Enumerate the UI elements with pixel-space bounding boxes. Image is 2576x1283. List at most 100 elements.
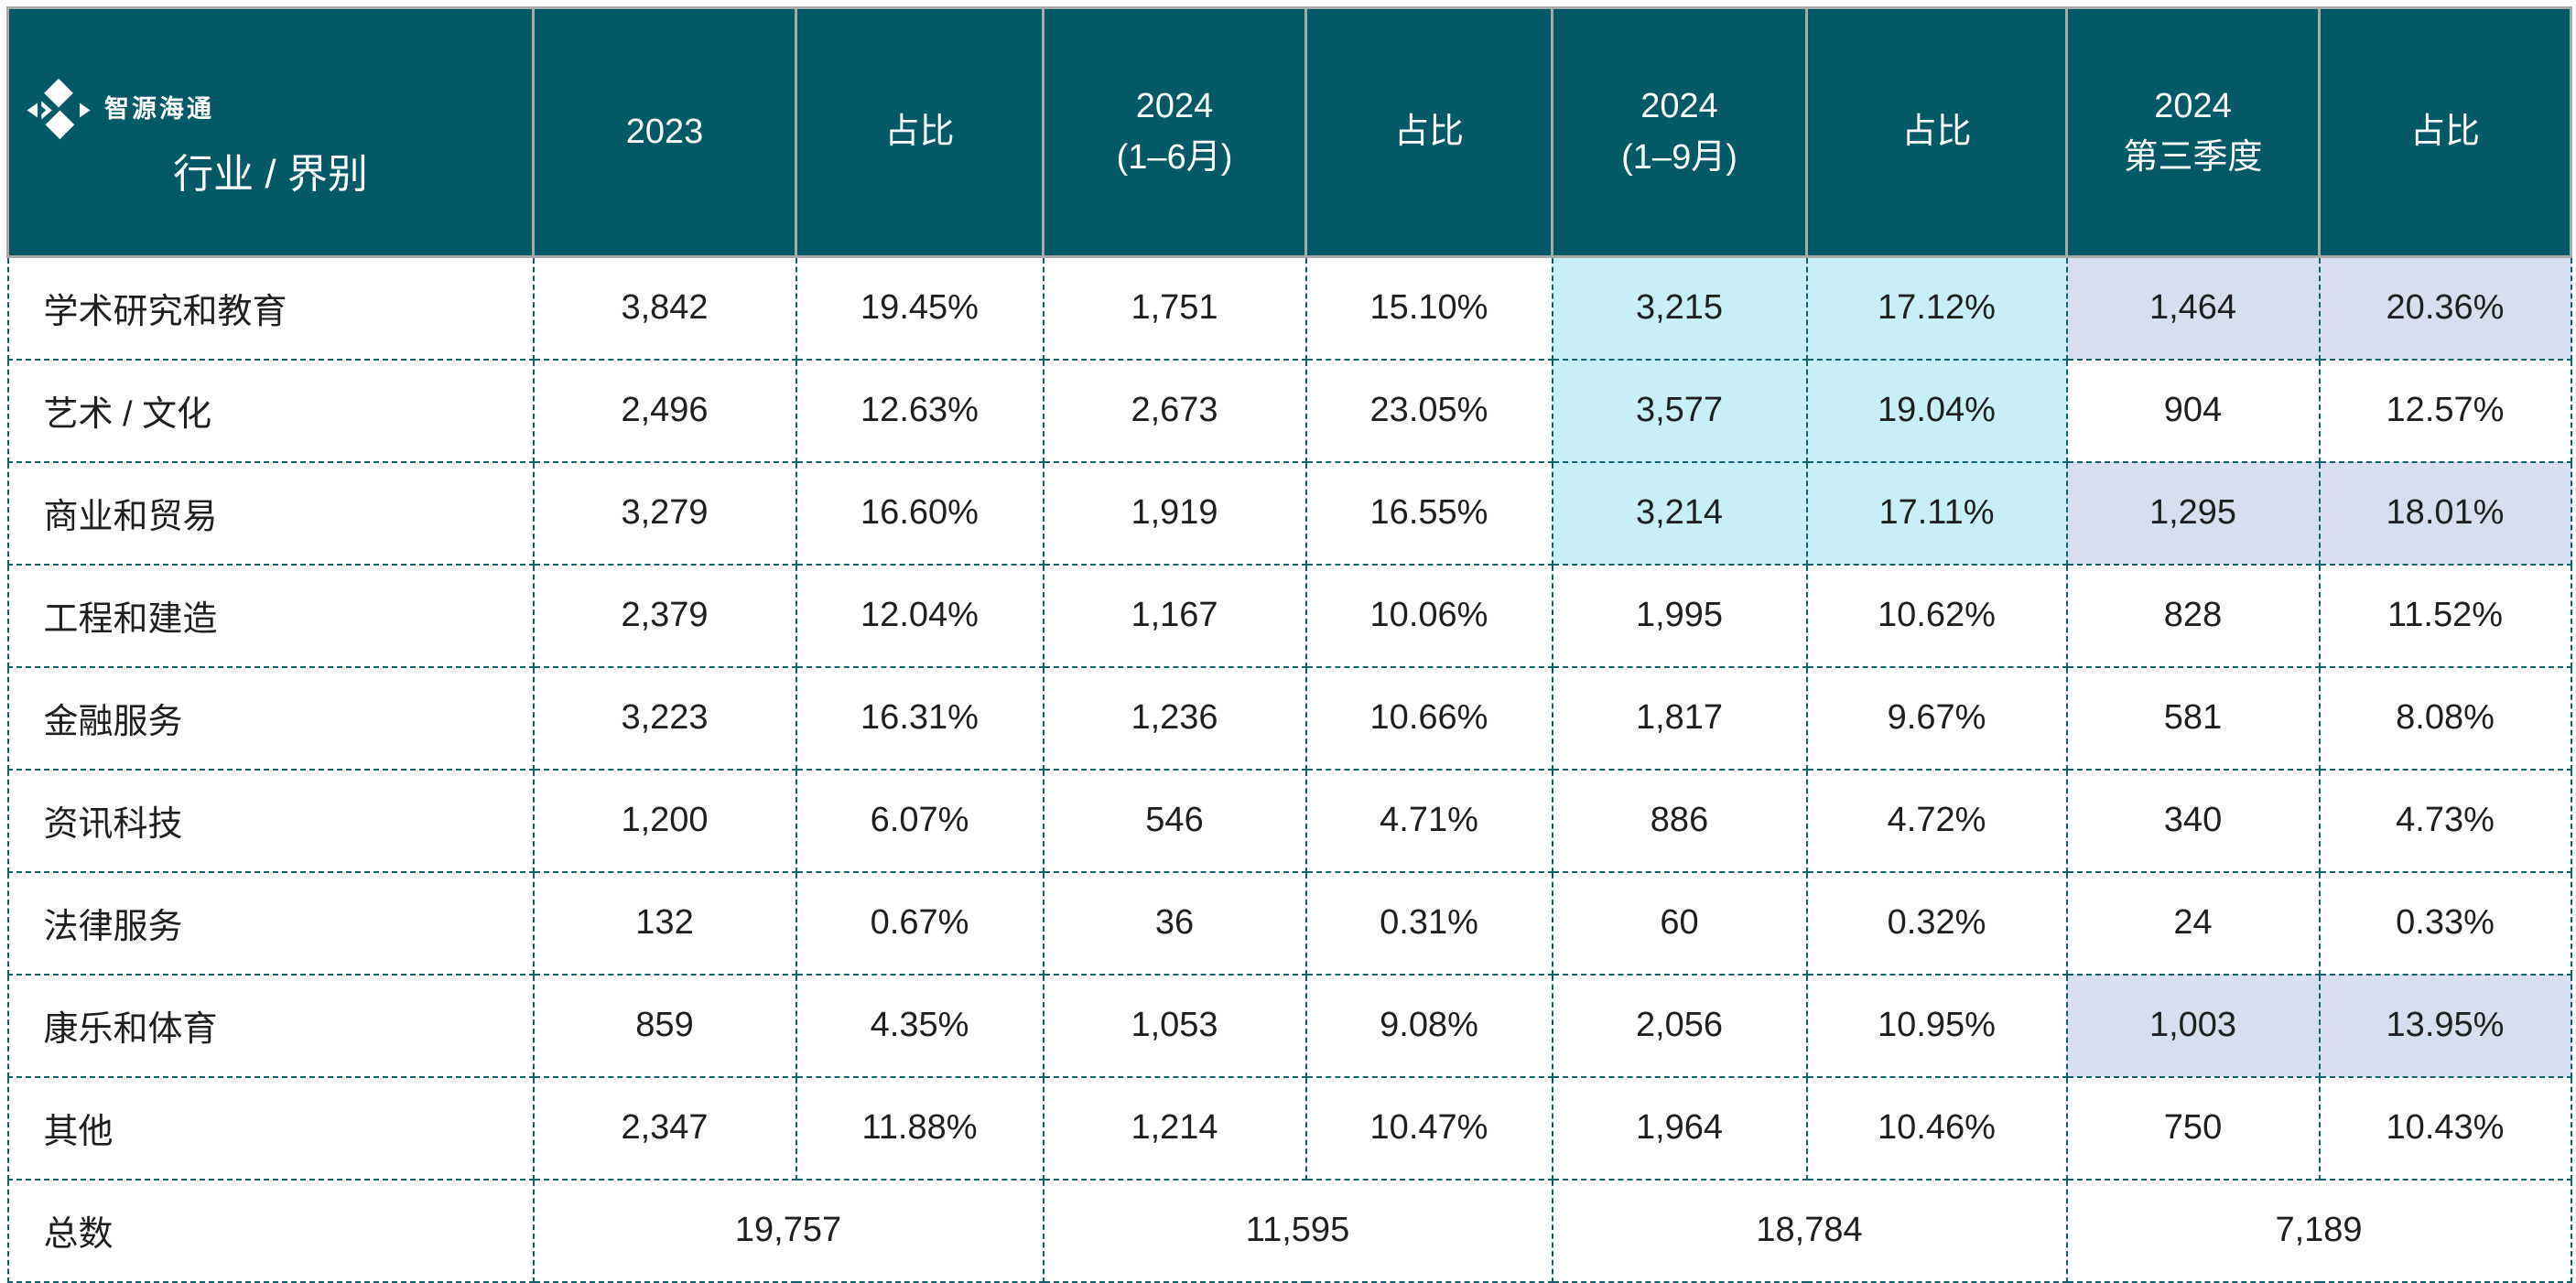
table-cell: 2,379	[532, 563, 797, 668]
table-cell: 8.08%	[2318, 665, 2572, 771]
table-cell: 1,919	[1042, 460, 1307, 566]
table-cell: 859	[532, 973, 797, 1078]
table-cell: 340	[2065, 768, 2321, 873]
table-cell-highlight-lavender: 13.95%	[2318, 973, 2572, 1078]
header-cell-2024-9m: 2024 (1–9月)	[1551, 5, 1808, 259]
table-cell-highlight-cyan: 19.04%	[1805, 358, 2068, 463]
table-cell: 10.43%	[2318, 1075, 2572, 1181]
table-cell: 24	[2065, 870, 2321, 976]
table-cell: 6.07%	[795, 768, 1044, 873]
table-cell: 750	[2065, 1075, 2321, 1181]
table-cell-highlight-lavender: 1,464	[2065, 255, 2321, 361]
table-cell: 10.06%	[1304, 563, 1553, 668]
page: 智源海通 行业 / 界别 2023 占比 2024 (1–6月) 占比 2024…	[6, 5, 2572, 1283]
table-cell: 904	[2065, 358, 2321, 463]
table-row-engineering-construction: 工程和建造 2,379 12.04% 1,167 10.06% 1,995 10…	[6, 563, 2572, 668]
table-cell: 10.95%	[1805, 973, 2068, 1078]
row-label: 资讯科技	[6, 768, 535, 873]
header-cell-share-2024-h1: 占比	[1304, 5, 1553, 259]
table-cell: 581	[2065, 665, 2321, 771]
table-cell: 2,347	[532, 1075, 797, 1181]
table-cell: 0.67%	[795, 870, 1044, 976]
table-cell: 10.46%	[1805, 1075, 2068, 1181]
table-row-legal-services: 法律服务 132 0.67% 36 0.31% 60 0.32% 24 0.33…	[6, 870, 2572, 976]
header-industry-label: 行业 / 界别	[173, 152, 368, 198]
table-cell: 3,842	[532, 255, 797, 361]
header-cell-industry: 智源海通 行业 / 界别	[6, 5, 535, 259]
totals-cell-2024-9m: 18,784	[1551, 1178, 2068, 1283]
table-cell: 10.66%	[1304, 665, 1553, 771]
table-row-business-trade: 商业和贸易 3,279 16.60% 1,919 16.55% 3,214 17…	[6, 460, 2572, 566]
brand-logo-icon	[26, 24, 92, 194]
table-cell-highlight-cyan: 3,577	[1551, 358, 1808, 463]
table-cell: 0.31%	[1304, 870, 1553, 976]
row-label: 工程和建造	[6, 563, 535, 668]
table-cell-highlight-cyan: 17.12%	[1805, 255, 2068, 361]
table-row-financial-services: 金融服务 3,223 16.31% 1,236 10.66% 1,817 9.6…	[6, 665, 2572, 771]
row-label: 其他	[6, 1075, 535, 1181]
table-cell: 1,200	[532, 768, 797, 873]
header-row: 智源海通 行业 / 界别 2023 占比 2024 (1–6月) 占比 2024…	[6, 5, 2572, 259]
table-cell: 10.62%	[1805, 563, 2068, 668]
header-cell-share-2024-q3: 占比	[2318, 5, 2572, 259]
table-cell: 11.88%	[795, 1075, 1044, 1181]
row-label: 金融服务	[6, 665, 535, 771]
table-cell: 16.55%	[1304, 460, 1553, 566]
table-row-arts-culture: 艺术 / 文化 2,496 12.63% 2,673 23.05% 3,577 …	[6, 358, 2572, 463]
table-cell: 15.10%	[1304, 255, 1553, 361]
table-cell: 1,167	[1042, 563, 1307, 668]
table-cell: 23.05%	[1304, 358, 1553, 463]
table-row-academic: 学术研究和教育 3,842 19.45% 1,751 15.10% 3,215 …	[6, 255, 2572, 361]
table-cell: 9.67%	[1805, 665, 2068, 771]
table-cell: 10.47%	[1304, 1075, 1553, 1181]
table-cell: 1,995	[1551, 563, 1808, 668]
table-cell: 4.73%	[2318, 768, 2572, 873]
table-cell: 2,056	[1551, 973, 1808, 1078]
table-cell: 546	[1042, 768, 1307, 873]
table-cell-highlight-lavender: 1,003	[2065, 973, 2321, 1078]
table-cell: 1,751	[1042, 255, 1307, 361]
table-row-totals: 总数 19,757 11,595 18,784 7,189	[6, 1178, 2572, 1283]
table-cell: 3,279	[532, 460, 797, 566]
table-cell: 16.60%	[795, 460, 1044, 566]
table-cell: 1,214	[1042, 1075, 1307, 1181]
table-header: 智源海通 行业 / 界别 2023 占比 2024 (1–6月) 占比 2024…	[6, 5, 2572, 259]
table-body: 学术研究和教育 3,842 19.45% 1,751 15.10% 3,215 …	[6, 255, 2572, 1283]
table-cell: 2,673	[1042, 358, 1307, 463]
table-cell: 16.31%	[795, 665, 1044, 771]
header-cell-2023: 2023	[532, 5, 797, 259]
table-cell: 60	[1551, 870, 1808, 976]
row-label: 艺术 / 文化	[6, 358, 535, 463]
table-cell: 1,236	[1042, 665, 1307, 771]
table-cell: 12.63%	[795, 358, 1044, 463]
table-cell: 1,053	[1042, 973, 1307, 1078]
row-label: 法律服务	[6, 870, 535, 976]
table-cell: 4.72%	[1805, 768, 2068, 873]
table-cell-highlight-lavender: 20.36%	[2318, 255, 2572, 361]
brand: 智源海通	[26, 24, 214, 194]
totals-cell-2024-h1: 11,595	[1042, 1178, 1553, 1283]
table-cell: 11.52%	[2318, 563, 2572, 668]
table-cell: 36	[1042, 870, 1307, 976]
table-cell: 4.71%	[1304, 768, 1553, 873]
header-cell-2024-q3: 2024 第三季度	[2065, 5, 2321, 259]
table-cell: 886	[1551, 768, 1808, 873]
table-cell: 0.33%	[2318, 870, 2572, 976]
table-cell: 1,817	[1551, 665, 1808, 771]
table-cell: 12.57%	[2318, 358, 2572, 463]
totals-label: 总数	[6, 1178, 535, 1283]
table-row-others: 其他 2,347 11.88% 1,214 10.47% 1,964 10.46…	[6, 1075, 2572, 1181]
table-cell: 2,496	[532, 358, 797, 463]
table-cell-highlight-lavender: 18.01%	[2318, 460, 2572, 566]
header-cell-2024-h1: 2024 (1–6月)	[1042, 5, 1307, 259]
table-cell: 828	[2065, 563, 2321, 668]
row-label: 学术研究和教育	[6, 255, 535, 361]
table-row-information-technology: 资讯科技 1,200 6.07% 546 4.71% 886 4.72% 340…	[6, 768, 2572, 873]
brand-name: 智源海通	[104, 94, 214, 123]
industry-sector-table: 智源海通 行业 / 界别 2023 占比 2024 (1–6月) 占比 2024…	[6, 5, 2572, 1283]
table-cell-highlight-cyan: 3,214	[1551, 460, 1808, 566]
totals-cell-2024-q3: 7,189	[2065, 1178, 2572, 1283]
table-cell: 1,964	[1551, 1075, 1808, 1181]
header-cell-share-2024-9m: 占比	[1805, 5, 2068, 259]
row-label: 商业和贸易	[6, 460, 535, 566]
